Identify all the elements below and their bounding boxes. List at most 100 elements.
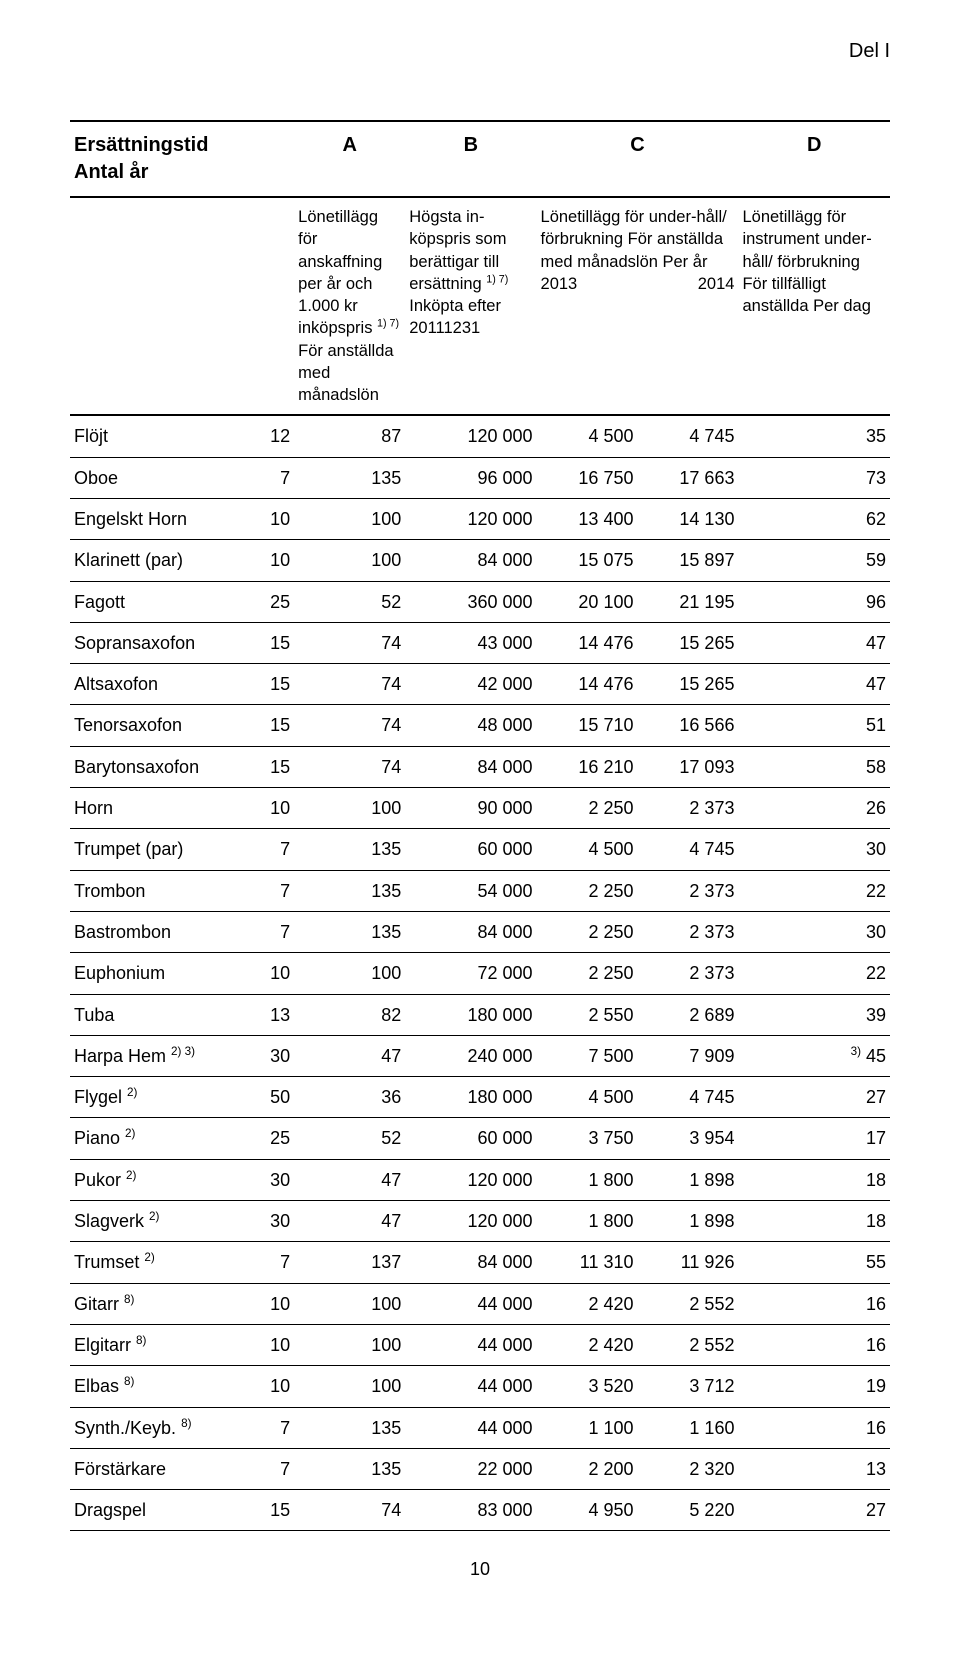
table-row: Pukor 2)3047120 0001 8001 89818 — [70, 1159, 890, 1200]
cell-D: 73 — [738, 457, 890, 498]
cell-B: 96 000 — [405, 457, 536, 498]
header-desc-row: Lönetillägg för anskaffning per år och 1… — [70, 197, 890, 415]
cell-C1: 3 750 — [537, 1118, 638, 1159]
cell-D: 16 — [738, 1407, 890, 1448]
cell-D: 30 — [738, 829, 890, 870]
cell-A: 135 — [294, 829, 405, 870]
cell-C1: 2 250 — [537, 870, 638, 911]
cell-C1: 2 250 — [537, 788, 638, 829]
cell-D: 13 — [738, 1448, 890, 1489]
cell-B: 44 000 — [405, 1324, 536, 1365]
cell-C2: 17 663 — [637, 457, 738, 498]
table-row: Trumset 2)713784 00011 31011 92655 — [70, 1242, 890, 1283]
cell-D: 17 — [738, 1118, 890, 1159]
cell-C2: 17 093 — [637, 746, 738, 787]
cell-A: 100 — [294, 498, 405, 539]
cell-years: 15 — [242, 622, 295, 663]
cell-name: Euphonium — [70, 953, 242, 994]
cell-D: 18 — [738, 1159, 890, 1200]
cell-name: Trumpet (par) — [70, 829, 242, 870]
cell-D: 22 — [738, 870, 890, 911]
table-row: Klarinett (par)1010084 00015 07515 89759 — [70, 540, 890, 581]
cell-name: Pukor 2) — [70, 1159, 242, 1200]
cell-C2: 5 220 — [637, 1490, 738, 1531]
cell-name: Tenorsaxofon — [70, 705, 242, 746]
cell-A: 74 — [294, 1490, 405, 1531]
table-row: Flygel 2)5036180 0004 5004 74527 — [70, 1077, 890, 1118]
cell-years: 7 — [242, 870, 295, 911]
cell-D: 58 — [738, 746, 890, 787]
cell-C1: 11 310 — [537, 1242, 638, 1283]
table-row: Trumpet (par)713560 0004 5004 74530 — [70, 829, 890, 870]
cell-A: 100 — [294, 540, 405, 581]
cell-name: Altsaxofon — [70, 664, 242, 705]
table-row: Barytonsaxofon157484 00016 21017 09358 — [70, 746, 890, 787]
cell-C1: 4 500 — [537, 829, 638, 870]
cell-D: 16 — [738, 1324, 890, 1365]
cell-B: 90 000 — [405, 788, 536, 829]
cell-name: Barytonsaxofon — [70, 746, 242, 787]
table-row: Fagott2552360 00020 10021 19596 — [70, 581, 890, 622]
cell-years: 10 — [242, 540, 295, 581]
cell-C2: 2 373 — [637, 953, 738, 994]
cell-B: 240 000 — [405, 1035, 536, 1076]
table-row: Harpa Hem 2) 3)3047240 0007 5007 9093) 4… — [70, 1035, 890, 1076]
cell-D: 35 — [738, 415, 890, 457]
cell-years: 15 — [242, 746, 295, 787]
cell-name: Fagott — [70, 581, 242, 622]
cell-C2: 2 552 — [637, 1283, 738, 1324]
table-row: Flöjt1287120 0004 5004 74535 — [70, 415, 890, 457]
cell-name: Engelskt Horn — [70, 498, 242, 539]
cell-A: 74 — [294, 746, 405, 787]
table-row: Trombon713554 0002 2502 37322 — [70, 870, 890, 911]
cell-years: 10 — [242, 953, 295, 994]
table-row: Elbas 8)1010044 0003 5203 71219 — [70, 1366, 890, 1407]
cell-C2: 11 926 — [637, 1242, 738, 1283]
cell-A: 52 — [294, 581, 405, 622]
cell-name: Flygel 2) — [70, 1077, 242, 1118]
cell-A: 100 — [294, 953, 405, 994]
cell-years: 10 — [242, 1283, 295, 1324]
cell-name: Horn — [70, 788, 242, 829]
cell-years: 15 — [242, 664, 295, 705]
cell-D: 59 — [738, 540, 890, 581]
table-row: Sopransaxofon157443 00014 47615 26547 — [70, 622, 890, 663]
document-page: Del I Ersättningstid Antal år A B C D Lö… — [0, 0, 960, 1666]
cell-C2: 14 130 — [637, 498, 738, 539]
cell-C1: 16 210 — [537, 746, 638, 787]
cell-A: 74 — [294, 664, 405, 705]
cell-years: 12 — [242, 415, 295, 457]
cell-D: 18 — [738, 1201, 890, 1242]
cell-A: 135 — [294, 911, 405, 952]
cell-C2: 3 712 — [637, 1366, 738, 1407]
cell-B: 42 000 — [405, 664, 536, 705]
cell-C1: 14 476 — [537, 622, 638, 663]
cell-D: 19 — [738, 1366, 890, 1407]
cell-D: 39 — [738, 994, 890, 1035]
cell-B: 84 000 — [405, 911, 536, 952]
cell-B: 54 000 — [405, 870, 536, 911]
table-row: Bastrombon713584 0002 2502 37330 — [70, 911, 890, 952]
cell-B: 360 000 — [405, 581, 536, 622]
cell-name: Tuba — [70, 994, 242, 1035]
instrument-table: Ersättningstid Antal år A B C D Lönetill… — [70, 120, 890, 1531]
cell-B: 180 000 — [405, 1077, 536, 1118]
cell-years: 7 — [242, 829, 295, 870]
cell-C2: 3 954 — [637, 1118, 738, 1159]
cell-name: Trumset 2) — [70, 1242, 242, 1283]
cell-C1: 16 750 — [537, 457, 638, 498]
cell-A: 36 — [294, 1077, 405, 1118]
cell-name: Elbas 8) — [70, 1366, 242, 1407]
cell-C1: 2 550 — [537, 994, 638, 1035]
cell-D: 96 — [738, 581, 890, 622]
cell-B: 43 000 — [405, 622, 536, 663]
header-letters-row: Ersättningstid Antal år A B C D — [70, 121, 890, 197]
cell-C2: 16 566 — [637, 705, 738, 746]
section-label: Del I — [849, 40, 890, 63]
table-row: Altsaxofon157442 00014 47615 26547 — [70, 664, 890, 705]
cell-C1: 1 800 — [537, 1159, 638, 1200]
cell-C2: 2 373 — [637, 788, 738, 829]
cell-name: Dragspel — [70, 1490, 242, 1531]
cell-name: Elgitarr 8) — [70, 1324, 242, 1365]
cell-years: 7 — [242, 1242, 295, 1283]
